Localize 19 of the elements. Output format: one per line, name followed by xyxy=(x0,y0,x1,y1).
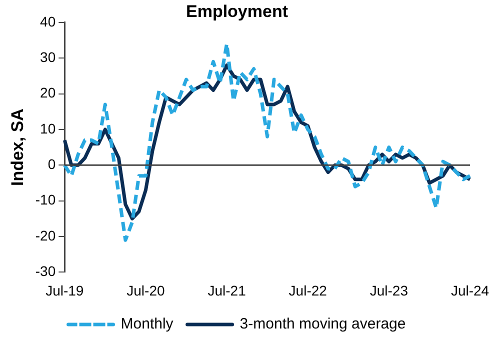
y-axis-title: Index, SA xyxy=(8,108,27,186)
y-tick-label: 30 xyxy=(40,48,56,65)
y-tick-label: 40 xyxy=(40,13,56,30)
line-series xyxy=(62,42,472,242)
y-tick-label: 10 xyxy=(40,120,56,136)
y-tick-label: 20 xyxy=(40,84,56,101)
legend-label: 3-month moving average xyxy=(240,316,406,333)
y-tick-label: -30 xyxy=(35,263,56,280)
y-tick-label: -10 xyxy=(35,192,56,208)
legend-label: Monthly xyxy=(120,316,174,333)
y-tick-label: 0 xyxy=(48,156,56,172)
x-tick-label: Jul-21 xyxy=(208,282,246,298)
x-tick-label: Jul-24 xyxy=(450,282,490,298)
y-tick-label: -20 xyxy=(35,227,56,244)
x-tick-label: Jul-19 xyxy=(46,282,84,298)
chart-title: Employment xyxy=(186,2,288,21)
x-tick-label: Jul-23 xyxy=(370,282,408,298)
x-tick-label: Jul-22 xyxy=(288,282,328,298)
x-tick-label: Jul-20 xyxy=(126,282,165,298)
